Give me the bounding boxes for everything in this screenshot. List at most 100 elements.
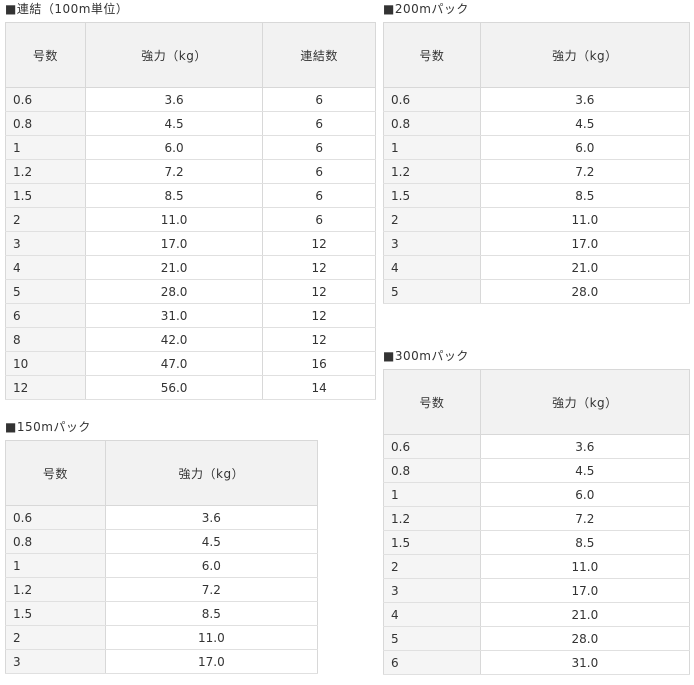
size-cell: 5 — [383, 279, 481, 304]
table-title-pack150: ■150mパック — [5, 420, 91, 434]
value-cell: 7.2 — [104, 577, 319, 602]
header-row: 号数 強力（kg） — [383, 22, 691, 88]
table-row: 1.2 7.2 — [383, 506, 691, 531]
value-cell: 56.0 — [84, 375, 264, 400]
size-cell: 3 — [5, 649, 106, 674]
table-row: 2 11.0 — [383, 554, 691, 579]
table-row: 1.2 7.2 — [5, 577, 319, 602]
section-renketsu-100m: ■連結（100m単位） 号数 強力（kg） 連結数 0.6 3.6 6 0.8 4.5 6… — [5, 2, 376, 400]
value-cell: 8.5 — [104, 601, 319, 626]
table-row: 1.5 8.5 — [383, 183, 691, 208]
value-cell: 3.6 — [479, 87, 691, 112]
header-row: 号数 強力（kg） 連結数 — [5, 22, 376, 88]
table-row: 0.8 4.5 — [383, 458, 691, 483]
column-header-strength: 強力（kg） — [84, 22, 264, 88]
value-cell: 47.0 — [84, 351, 264, 376]
table-row: 1.5 8.5 6 — [5, 183, 376, 208]
value-cell: 11.0 — [104, 625, 319, 650]
size-cell: 4 — [5, 255, 86, 280]
value-cell: 17.0 — [479, 578, 691, 603]
pack200-table: 号数 強力（kg） 0.6 3.6 0.8 4.5 1 6.0 1.2 7.2 1.5 8.5 2 1… — [383, 22, 691, 304]
pack150-table: 号数 強力（kg） 0.6 3.6 0.8 4.5 1 6.0 1.2 7.2 1.5 8.5 2 1… — [5, 440, 319, 674]
value-cell: 17.0 — [479, 231, 691, 256]
value-cell: 6 — [262, 87, 376, 112]
value-cell: 11.0 — [479, 207, 691, 232]
table-row: 0.6 3.6 — [383, 87, 691, 112]
value-cell: 4.5 — [104, 529, 319, 554]
value-cell: 11.0 — [84, 207, 264, 232]
value-cell: 12 — [262, 303, 376, 328]
size-cell: 1.5 — [5, 601, 106, 626]
table-title-pack300: ■300mパック — [383, 349, 469, 363]
value-cell: 6 — [262, 111, 376, 136]
value-cell: 6 — [262, 135, 376, 160]
value-cell: 6.0 — [479, 135, 691, 160]
size-cell: 2 — [383, 554, 481, 579]
size-cell: 0.6 — [383, 87, 481, 112]
table-row: 1 6.0 6 — [5, 135, 376, 160]
pack300-table: 号数 強力（kg） 0.6 3.6 0.8 4.5 1 6.0 1.2 7.2 1.5 8.5 2 1… — [383, 369, 691, 675]
size-cell: 2 — [5, 207, 86, 232]
size-cell: 1.5 — [383, 183, 481, 208]
value-cell: 4.5 — [84, 111, 264, 136]
section-pack-300m: ■300mパック 号数 強力（kg） 0.6 3.6 0.8 4.5 1 6.0 1.2 7.… — [383, 349, 691, 675]
size-cell: 1.5 — [5, 183, 86, 208]
section-pack-150m: ■150mパック 号数 強力（kg） 0.6 3.6 0.8 4.5 1 6.0 1.2 7.… — [5, 420, 319, 674]
value-cell: 6.0 — [479, 482, 691, 507]
table-row: 1.5 8.5 — [383, 530, 691, 555]
column-header-size: 号数 — [383, 22, 481, 88]
table-row: 5 28.0 12 — [5, 279, 376, 304]
size-cell: 1.2 — [383, 159, 481, 184]
value-cell: 42.0 — [84, 327, 264, 352]
header-row: 号数 強力（kg） — [383, 369, 691, 435]
table-row: 2 11.0 — [383, 207, 691, 232]
column-header-size: 号数 — [5, 22, 86, 88]
value-cell: 6 — [262, 183, 376, 208]
table-row: 5 28.0 — [383, 626, 691, 651]
size-cell: 0.6 — [5, 87, 86, 112]
value-cell: 7.2 — [479, 506, 691, 531]
table-row: 4 21.0 12 — [5, 255, 376, 280]
value-cell: 6.0 — [104, 553, 319, 578]
table-row: 3 17.0 — [383, 578, 691, 603]
size-cell: 1.2 — [383, 506, 481, 531]
size-cell: 1 — [383, 482, 481, 507]
value-cell: 4.5 — [479, 111, 691, 136]
size-cell: 0.6 — [5, 505, 106, 530]
size-cell: 2 — [5, 625, 106, 650]
table-row: 0.6 3.6 6 — [5, 87, 376, 112]
size-cell: 4 — [383, 602, 481, 627]
table-row: 0.8 4.5 — [5, 529, 319, 554]
column-header-size: 号数 — [383, 369, 481, 435]
header-row: 号数 強力（kg） — [5, 440, 319, 506]
size-cell: 1.2 — [5, 159, 86, 184]
value-cell: 7.2 — [84, 159, 264, 184]
value-cell: 7.2 — [479, 159, 691, 184]
table-row: 2 11.0 6 — [5, 207, 376, 232]
renketsu-table: 号数 強力（kg） 連結数 0.6 3.6 6 0.8 4.5 6 1 6.0 6 1.2 7.2 6… — [5, 22, 376, 400]
table-row: 0.8 4.5 — [383, 111, 691, 136]
value-cell: 3.6 — [84, 87, 264, 112]
column-header-strength: 強力（kg） — [479, 369, 691, 435]
table-row: 1.2 7.2 6 — [5, 159, 376, 184]
table-row: 1 6.0 — [383, 482, 691, 507]
column-header-strength: 強力（kg） — [104, 440, 319, 506]
table-row: 6 31.0 — [383, 650, 691, 675]
table-row: 6 31.0 12 — [5, 303, 376, 328]
size-cell: 1 — [383, 135, 481, 160]
value-cell: 31.0 — [84, 303, 264, 328]
size-cell: 1 — [5, 135, 86, 160]
table-row: 3 17.0 — [5, 649, 319, 674]
table-row: 8 42.0 12 — [5, 327, 376, 352]
value-cell: 28.0 — [479, 279, 691, 304]
table-row: 1 6.0 — [5, 553, 319, 578]
value-cell: 3.6 — [479, 434, 691, 459]
table-row: 5 28.0 — [383, 279, 691, 304]
value-cell: 8.5 — [479, 183, 691, 208]
value-cell: 12 — [262, 327, 376, 352]
size-cell: 8 — [5, 327, 86, 352]
table-row: 0.8 4.5 6 — [5, 111, 376, 136]
table-title-pack200: ■200mパック — [383, 2, 469, 16]
value-cell: 4.5 — [479, 458, 691, 483]
